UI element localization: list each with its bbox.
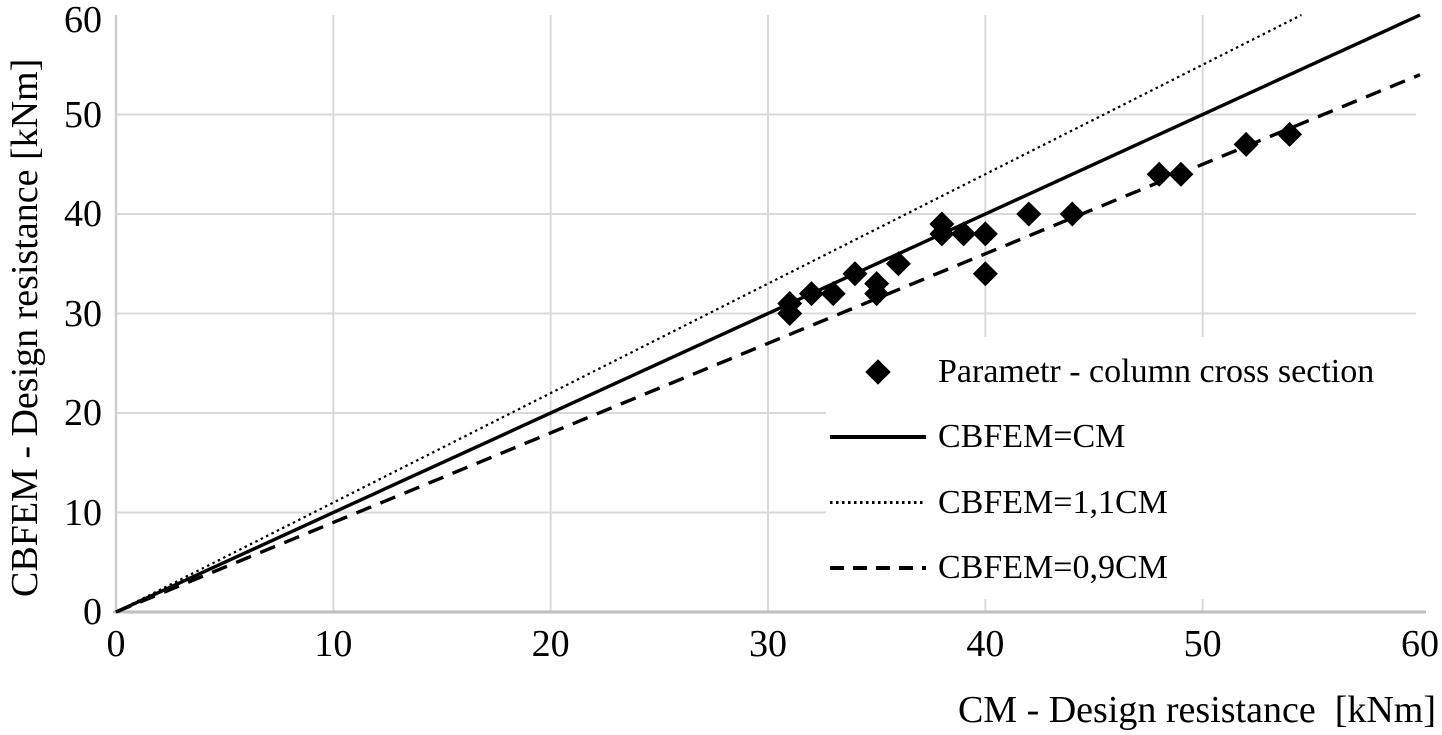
x-axis-tick-labels: 0 10 20 30 40 50 60 (0, 624, 1442, 666)
y-tick-label: 0 (83, 591, 102, 633)
scatter-point (972, 221, 998, 247)
legend-sample (828, 359, 928, 385)
legend-item-cbfem-1-1cm: CBFEM=1,1CM (828, 481, 1440, 525)
reference-line-dotted (115, 14, 1302, 613)
scatter-point (1059, 201, 1085, 227)
legend-item-cbfem-0-9cm: CBFEM=0,9CM (828, 546, 1440, 590)
solid-line-icon (830, 435, 926, 440)
y-tick-label: 30 (64, 292, 102, 335)
scatter-point (820, 281, 846, 307)
reference-line-dashed (115, 73, 1421, 614)
scatter-point (864, 271, 890, 297)
x-tick-label: 10 (314, 623, 353, 665)
x-tick-label: 20 (531, 623, 570, 665)
scatter-point (951, 221, 977, 247)
legend-sample (828, 501, 928, 505)
scatter-point (929, 211, 955, 237)
scatter-point (1233, 131, 1259, 157)
y-tick-label: 50 (64, 93, 102, 136)
scatter-point (972, 261, 998, 287)
x-tick-label: 30 (749, 623, 787, 665)
legend-label: Parametr - column cross section (938, 353, 1375, 390)
y-tick-label: 10 (64, 491, 102, 534)
legend-label: CBFEM=0,9CM (938, 548, 1168, 586)
diamond-marker-icon (865, 359, 891, 385)
x-tick-label: 40 (966, 623, 1005, 665)
legend-label: CBFEM=1,1CM (938, 483, 1168, 521)
scatter-point (885, 251, 911, 277)
legend: Parametr - column cross section CBFEM=CM… (828, 338, 1440, 598)
legend-sample (828, 435, 928, 440)
legend-label: CBFEM=CM (938, 418, 1126, 456)
scatter-point (1168, 161, 1194, 187)
y-axis-title: CBFEM - Design resistance [kNm] (4, 58, 46, 597)
x-tick-label: 60 (1401, 623, 1439, 665)
x-axis-title: CM - Design resistance [kNm] (957, 689, 1436, 731)
y-tick-label: 40 (64, 193, 102, 235)
scatter-point (798, 281, 824, 307)
x-tick-label: 50 (1183, 623, 1222, 665)
legend-sample (828, 565, 928, 570)
scatter-point (842, 261, 868, 287)
reference-line-solid (115, 13, 1421, 614)
y-tick-label: 60 (64, 0, 102, 41)
legend-item-cbfem-cm: CBFEM=CM (828, 415, 1440, 459)
scatter-point (1016, 201, 1042, 227)
scatter-point (1277, 121, 1303, 147)
dashed-line-icon (830, 565, 926, 570)
legend-item-scatter: Parametr - column cross section (828, 350, 1440, 394)
x-tick-label: 0 (106, 623, 126, 665)
y-axis-tick-labels: 0 10 20 30 40 50 60 (0, 0, 102, 735)
scatter-point (1146, 161, 1172, 187)
y-tick-label: 20 (64, 392, 102, 434)
dotted-line-icon (830, 501, 926, 505)
scatter-point (777, 291, 803, 317)
